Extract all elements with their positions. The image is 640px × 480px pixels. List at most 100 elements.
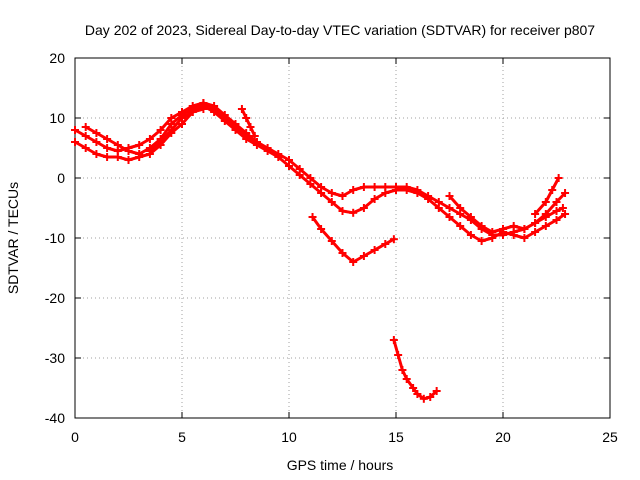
data-point: [349, 186, 358, 194]
x-tick-label: 10: [281, 429, 297, 445]
y-tick-label: -20: [45, 290, 65, 306]
data-point: [541, 198, 550, 206]
data-point: [349, 208, 358, 217]
data-point: [531, 210, 540, 218]
series-line: [73, 104, 567, 243]
data-point: [424, 195, 433, 203]
data-point: [548, 186, 557, 194]
data-point: [552, 216, 561, 224]
data-point: [250, 132, 259, 140]
y-tick-label: 10: [49, 110, 65, 126]
data-point: [381, 189, 390, 197]
data-point: [413, 189, 422, 197]
data-point: [263, 147, 272, 155]
data-point: [167, 126, 176, 134]
series-track-3: [81, 99, 261, 158]
data-point: [308, 213, 317, 221]
data-point: [359, 252, 368, 260]
data-point: [488, 228, 497, 236]
data-point: [81, 132, 90, 140]
tick-labels: 0 5 10 15 20 25 -40 -30 -20 -10 0 10 20: [45, 50, 618, 445]
series-track-7: [531, 174, 563, 218]
data-point: [306, 180, 315, 188]
y-tick-label: -30: [45, 350, 65, 366]
data-point: [210, 102, 219, 110]
x-tick-label: 15: [388, 429, 404, 445]
data-point: [409, 384, 418, 392]
y-tick-label: 0: [57, 170, 65, 186]
data-point: [178, 114, 186, 122]
data-point: [71, 126, 79, 134]
data-point: [92, 138, 101, 146]
data-point: [92, 129, 101, 137]
data-point: [81, 123, 90, 131]
data-point: [124, 147, 133, 155]
data-point: [285, 162, 293, 170]
data-point: [389, 235, 398, 244]
data-point: [135, 150, 144, 158]
data-point: [419, 394, 428, 403]
data-point: [392, 186, 400, 194]
data-point: [156, 126, 165, 134]
data-point: [413, 390, 422, 398]
data-point: [317, 225, 326, 233]
data-point: [531, 219, 540, 227]
series-track-5: [237, 105, 259, 140]
series-line: [533, 176, 561, 216]
series-track-4: [145, 105, 208, 155]
data-point: [561, 210, 570, 218]
x-tick-label: 5: [178, 429, 186, 445]
data-point: [103, 153, 112, 161]
data-point: [561, 189, 570, 197]
data-point: [432, 387, 441, 395]
data-point: [295, 171, 304, 179]
data-point: [445, 204, 454, 212]
x-tick-label: 0: [71, 429, 79, 445]
data-point: [113, 141, 122, 149]
data-point: [145, 147, 154, 155]
data-point: [81, 144, 90, 152]
data-point: [381, 240, 390, 248]
data-point: [520, 234, 529, 242]
data-point: [456, 204, 465, 212]
data-point: [509, 222, 518, 230]
data-point: [237, 105, 246, 113]
y-axis-label: SDTVAR / TECUs: [5, 182, 21, 294]
data-point: [531, 228, 540, 236]
data-point: [552, 207, 561, 215]
x-tick-label: 20: [495, 429, 511, 445]
data-point: [370, 195, 379, 203]
data-point: [370, 183, 379, 191]
data-point: [242, 114, 251, 122]
data-point: [477, 237, 486, 245]
data-point: [92, 150, 101, 158]
data-point: [349, 258, 358, 266]
data-point: [338, 192, 347, 200]
data-point: [103, 144, 112, 152]
data-point: [477, 222, 486, 230]
data-point: [359, 183, 368, 191]
series-track-9: [389, 336, 441, 403]
data-point: [402, 186, 411, 194]
data-point: [242, 129, 251, 137]
chart-title: Day 202 of 2023, Sidereal Day-to-day VTE…: [85, 22, 595, 38]
data-point: [466, 213, 475, 221]
series-line: [73, 101, 565, 237]
y-tick-label: -10: [45, 230, 65, 246]
data-point: [426, 393, 435, 401]
series-track-8: [308, 213, 398, 266]
x-tick-label: 25: [602, 429, 618, 445]
data-point: [246, 123, 255, 131]
data-point: [445, 192, 454, 200]
x-axis-label: GPS time / hours: [287, 457, 394, 473]
data-point: [156, 138, 165, 146]
data-point: [338, 207, 347, 215]
series-track-2: [71, 102, 570, 245]
data-point: [135, 141, 144, 149]
data-point: [327, 237, 336, 245]
series-group: [71, 99, 570, 403]
data-point: [103, 135, 112, 143]
data-point: [541, 210, 550, 218]
data-point: [394, 351, 403, 359]
